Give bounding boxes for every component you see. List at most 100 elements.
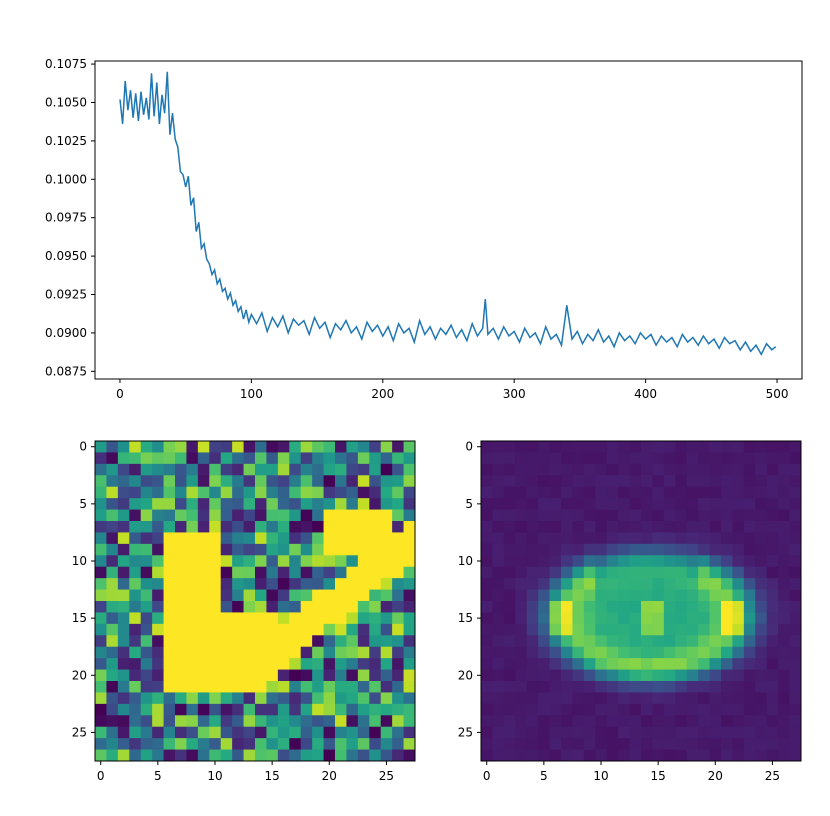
heatmap-cell [721, 726, 733, 739]
heatmap-cell [369, 589, 382, 602]
heatmap-cell [243, 749, 256, 762]
heatmap-cell [561, 452, 573, 465]
heatmap-cell [515, 463, 528, 476]
heatmap-cell [709, 612, 722, 625]
heatmap-cell [526, 658, 539, 670]
heatmap-cell [789, 452, 802, 465]
heatmap-cell [392, 646, 404, 659]
heatmap-cell [492, 749, 505, 762]
heatmap-cell [561, 715, 573, 728]
heatmap-cell [743, 703, 756, 716]
heatmap-cell [549, 658, 562, 670]
heatmap-cell [232, 509, 244, 522]
heatmap-cell [403, 635, 416, 648]
heatmap-cell [380, 715, 393, 728]
heatmap-cell [583, 509, 596, 522]
heatmap-cell [335, 498, 347, 510]
heatmap-cell [403, 521, 416, 533]
heatmap-cell [766, 715, 779, 728]
heatmap-cell [186, 726, 199, 739]
heatmap-cell [300, 578, 313, 590]
heatmap-cell [755, 532, 768, 545]
heatmap-cell [369, 555, 382, 568]
heatmap-cell [232, 578, 244, 590]
heatmap-cell [129, 486, 142, 499]
heatmap-cell [652, 681, 665, 693]
heatmap-cell [369, 601, 382, 613]
heatmap-cell [572, 749, 585, 762]
heatmap-cell [152, 475, 164, 488]
heatmap-cell [538, 749, 550, 762]
heatmap-cell [732, 635, 745, 648]
heatmap-cell [686, 726, 699, 739]
heatmap-cell [129, 703, 142, 716]
heatmap-cell [357, 486, 370, 499]
heatmap-cell [380, 612, 393, 625]
heatmap-cell [163, 452, 176, 465]
heatmap-cell [335, 452, 347, 465]
x-tick-label: 25 [765, 769, 780, 783]
heatmap-cell [652, 521, 665, 533]
heatmap-cell [732, 486, 745, 499]
heatmap-cell [583, 555, 596, 568]
heatmap-cell [175, 749, 187, 762]
heatmap-cell [289, 726, 302, 739]
heatmap-cell [549, 692, 562, 705]
heatmap-cell [492, 509, 505, 522]
heatmap-cell [129, 658, 142, 670]
heatmap-cell [606, 635, 619, 648]
heatmap-cell [186, 601, 199, 613]
heatmap-cell [629, 669, 642, 682]
heatmap-cell [277, 498, 290, 510]
x-tick-label: 5 [540, 769, 548, 783]
heatmap-cell [232, 612, 244, 625]
heatmap-cell [515, 612, 528, 625]
heatmap-cell [95, 703, 107, 716]
heatmap-cell [572, 669, 585, 682]
heatmap-cell [232, 452, 244, 465]
heatmap-cell [197, 738, 210, 750]
heatmap-cell [209, 555, 222, 568]
heatmap-cell [492, 692, 505, 705]
heatmap-cell [698, 635, 710, 648]
heatmap-cell [755, 521, 768, 533]
heatmap-cell [503, 658, 516, 670]
heatmap-cell [481, 703, 493, 716]
heatmap-cell [743, 612, 756, 625]
heatmap-cell [312, 498, 324, 510]
heatmap-cell [629, 486, 642, 499]
heatmap-cell [789, 738, 802, 750]
heatmap-cell [197, 441, 210, 453]
heatmap-cell [117, 715, 130, 728]
heatmap-cell [152, 463, 164, 476]
heatmap-cell [538, 623, 550, 636]
heatmap-cell [357, 623, 370, 636]
heatmap-cell [186, 521, 199, 533]
heatmap-cell [289, 441, 302, 453]
heatmap-cell [675, 715, 688, 728]
heatmap-cell [641, 521, 653, 533]
heatmap-cell [277, 566, 290, 579]
heatmap-cell [129, 578, 142, 590]
heatmap-cell [755, 555, 768, 568]
heatmap-cell [743, 578, 756, 590]
heatmap-cell [346, 452, 359, 465]
heatmap-cell [583, 566, 596, 579]
heatmap-cell [721, 463, 733, 476]
heatmap-cell [572, 681, 585, 693]
heatmap-cell [675, 521, 688, 533]
heatmap-cell [481, 521, 493, 533]
heatmap-cell [380, 532, 393, 545]
heatmap-cell [312, 441, 324, 453]
heatmap-cell [392, 589, 404, 602]
heatmap-cell [538, 486, 550, 499]
heatmap-cell [583, 658, 596, 670]
heatmap-cell [175, 566, 187, 579]
heatmap-cell [641, 452, 653, 465]
heatmap-cell [618, 452, 630, 465]
heatmap-cell [300, 441, 313, 453]
heatmap-cell [175, 578, 187, 590]
heatmap-cell [732, 578, 745, 590]
heatmap-cell [503, 692, 516, 705]
heatmap-cell [289, 669, 302, 682]
